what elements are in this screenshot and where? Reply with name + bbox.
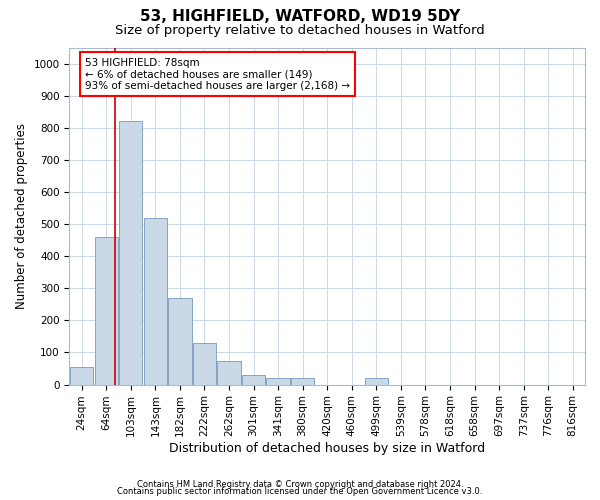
Bar xyxy=(365,378,388,384)
Text: 53 HIGHFIELD: 78sqm
← 6% of detached houses are smaller (149)
93% of semi-detach: 53 HIGHFIELD: 78sqm ← 6% of detached hou… xyxy=(85,58,350,91)
Text: Contains HM Land Registry data © Crown copyright and database right 2024.: Contains HM Land Registry data © Crown c… xyxy=(137,480,463,489)
Bar xyxy=(266,378,290,384)
Bar xyxy=(291,378,314,384)
Bar xyxy=(95,237,118,384)
Text: Size of property relative to detached houses in Watford: Size of property relative to detached ho… xyxy=(115,24,485,37)
Text: 53, HIGHFIELD, WATFORD, WD19 5DY: 53, HIGHFIELD, WATFORD, WD19 5DY xyxy=(140,9,460,24)
Bar xyxy=(193,343,216,384)
Bar xyxy=(119,122,142,384)
Bar xyxy=(242,375,265,384)
X-axis label: Distribution of detached houses by size in Watford: Distribution of detached houses by size … xyxy=(169,442,485,455)
Bar xyxy=(168,298,191,384)
Bar xyxy=(70,367,94,384)
Bar xyxy=(217,360,241,384)
Text: Contains public sector information licensed under the Open Government Licence v3: Contains public sector information licen… xyxy=(118,487,482,496)
Y-axis label: Number of detached properties: Number of detached properties xyxy=(15,123,28,309)
Bar xyxy=(143,218,167,384)
